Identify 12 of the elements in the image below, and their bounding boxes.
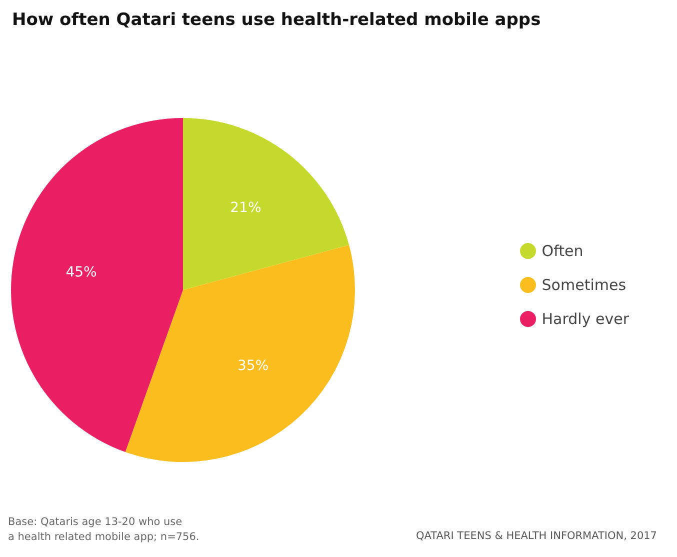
text: QATARI TEENS & HEALTH INFORMATION, 2017 (416, 530, 657, 542)
data-label: 45% (66, 264, 97, 280)
data-label: 35% (238, 358, 269, 374)
legend-label: Hardly ever (542, 310, 629, 328)
pie-slice (125, 245, 355, 462)
legend-label: Sometimes (542, 276, 626, 294)
data-label: 21% (230, 200, 262, 216)
pie-slice (183, 118, 350, 290)
chart-title: How often Qatari teens use health-related mobile apps (12, 10, 541, 30)
legend-label: Often (542, 242, 584, 260)
text: Base: Qataris age 13-20 who use a health related mobile app; n=756. (8, 515, 200, 545)
pie-slice (11, 118, 183, 452)
